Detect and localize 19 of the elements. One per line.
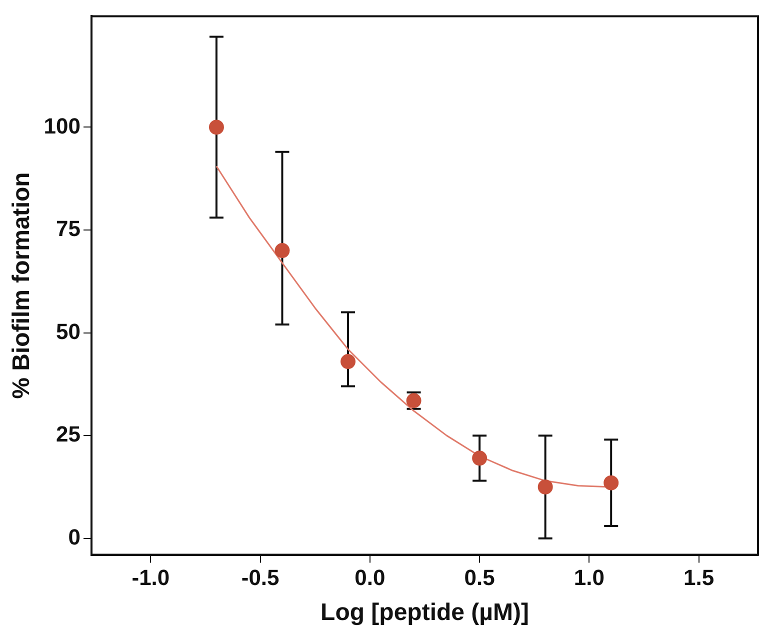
x-tick-label: 0.0 [354,565,386,590]
point [472,450,488,466]
y-tick-label: 25 [56,422,81,447]
y-tick-label: 0 [68,524,81,550]
y-tick-label: 50 [56,318,81,344]
x-tick-label: 1.0 [574,565,604,590]
x-tick-label: 0.5 [464,565,495,590]
point [208,120,224,135]
x-tick-label: -1.0 [132,565,170,590]
y-tick-label: 100 [44,113,81,138]
y-tick-label: 75 [56,216,81,242]
point [274,243,290,258]
x-tick-label: 1.5 [684,565,714,590]
x-axis-title: Log [peptide (µM)] [320,599,529,626]
point [538,479,553,494]
point [340,354,356,370]
x-tick-label: -0.5 [241,565,280,590]
y-axis-title: % Biofilm formation [8,172,36,399]
point [604,475,619,490]
